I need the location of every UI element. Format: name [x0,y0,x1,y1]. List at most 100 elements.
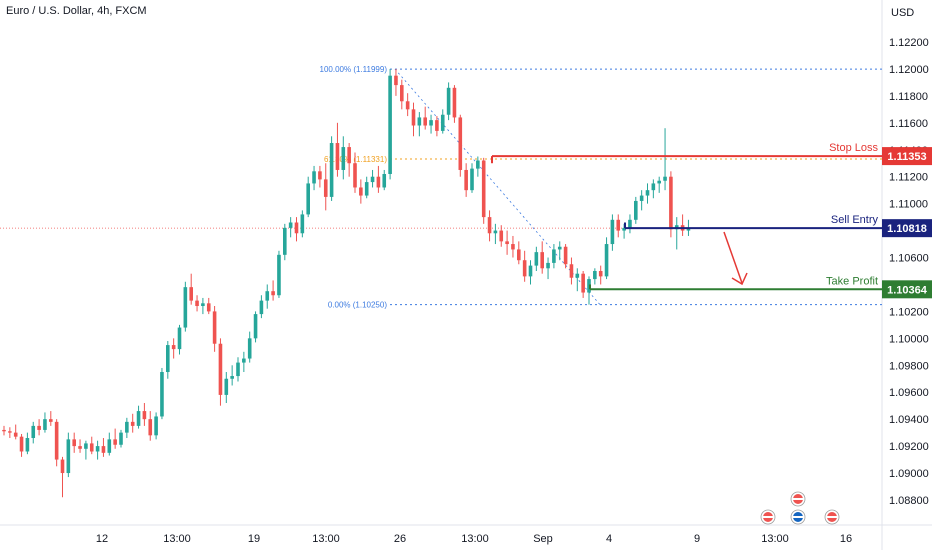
x-tick-label: 4 [606,533,612,545]
candle [283,223,287,261]
candle-body [364,182,369,196]
candle-body [230,376,234,379]
candle [487,210,492,242]
candle [78,439,82,453]
candle-body [481,160,486,218]
candle-body [639,195,644,201]
candle-body [628,219,632,228]
candle [130,413,135,433]
candle [347,143,351,177]
candle-body [60,459,65,474]
candle-body [563,246,568,265]
candle [166,341,170,379]
y-tick-label: 1.11000 [889,199,928,211]
candle-body [236,362,240,377]
candle-body [201,303,205,307]
candle-body [54,421,59,460]
candle [212,306,217,352]
stop-loss-price-value: 1.11353 [887,151,926,163]
candle [657,176,661,193]
candle-body [154,416,158,436]
candle [517,241,521,265]
fib-trend-line [394,68,601,305]
candle-body [107,439,112,453]
candle [423,106,427,130]
candle [417,112,422,137]
candle [493,223,498,245]
candle-body [19,436,24,452]
candle [335,122,340,177]
candle-body [522,260,527,277]
candle-body [517,249,521,261]
candle [329,136,334,201]
candle-body [195,300,199,307]
candle-body [189,287,193,301]
candle [540,241,544,274]
candle-body [218,343,223,395]
candle-body [265,291,270,301]
candle [125,417,129,439]
candle [288,217,293,238]
x-tick-label: 26 [394,533,406,545]
candle-body [259,300,264,315]
candle-body [329,143,334,197]
candle [230,365,234,386]
fib-level-label: 100.00% (1.11999) [320,65,388,74]
candle-body [253,314,258,339]
candle-body [581,273,585,293]
candle-body [347,147,351,164]
candle-body [66,439,71,474]
candle [376,165,381,193]
candle-body [72,439,76,447]
candle-body [37,425,41,430]
candle [587,276,591,305]
candle [201,297,205,315]
candle [528,260,533,285]
x-tick-label: 16 [840,533,852,545]
candle-body [323,179,328,197]
y-tick-label: 1.12200 [889,37,929,49]
y-tick-label: 1.11800 [889,91,928,103]
candle-body [622,227,626,231]
candle [323,163,328,211]
y-tick-label: 1.10200 [889,306,929,318]
candle-body [13,432,18,437]
candle-body [353,163,357,188]
y-tick-label: 1.08800 [889,495,929,507]
candle-body [49,419,53,422]
candle-body [119,432,123,445]
candle [160,367,164,420]
candle-body [651,183,656,191]
candle [639,190,644,211]
candle [154,412,158,440]
candle-body [657,180,661,184]
candle [177,324,182,355]
candle [511,235,515,258]
candle [312,165,316,191]
candle-body [411,109,416,126]
candle-body [212,311,217,344]
candle [575,268,580,292]
candle-body [645,190,650,196]
candle-body [604,244,609,277]
candle [95,440,100,460]
candle [89,436,94,455]
sell-entry-price-badge [882,219,932,238]
candle [107,432,112,456]
candle-body [505,241,509,245]
candle-body [405,101,410,110]
candle [119,429,123,448]
candle [49,411,53,426]
candle [136,405,141,429]
candle-body [557,246,562,250]
x-tick-label: 9 [694,533,700,545]
fib-level-label: 61.80% (1.11331) [324,155,387,164]
candle-body [300,214,305,234]
candle [452,85,457,123]
candle-body [171,345,176,350]
candle-body [575,273,580,278]
y-tick-label: 1.09400 [889,414,929,426]
take-profit-price-badge [882,280,932,299]
flag-icon-stripe [827,516,837,518]
